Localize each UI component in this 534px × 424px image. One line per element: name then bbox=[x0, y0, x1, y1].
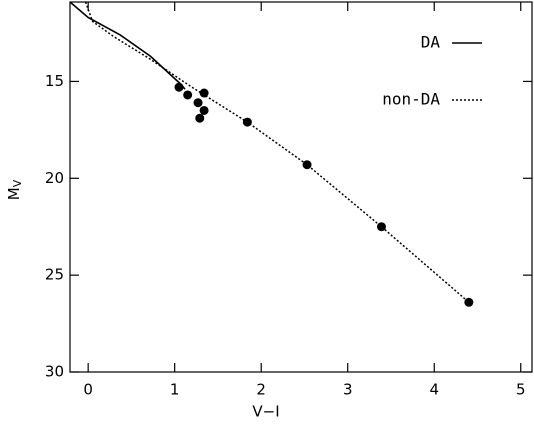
data-point bbox=[199, 105, 209, 115]
x-tick-label: 4 bbox=[429, 381, 439, 399]
x-tick-label: 2 bbox=[256, 381, 266, 399]
x-tick-label: 1 bbox=[170, 381, 180, 399]
data-point bbox=[195, 113, 205, 123]
y-label-subscript: V bbox=[11, 179, 24, 187]
plot-frame bbox=[69, 1, 533, 373]
y-label-main: M bbox=[5, 187, 23, 200]
data-point bbox=[183, 90, 193, 100]
x-tick-label: 5 bbox=[516, 381, 526, 399]
data-point bbox=[193, 98, 203, 108]
y-tick-label: 30 bbox=[45, 363, 64, 381]
series-line bbox=[84, 1, 470, 303]
x-tick-label: 0 bbox=[83, 381, 93, 399]
data-point bbox=[242, 117, 252, 127]
data-point bbox=[174, 82, 184, 92]
data-point bbox=[199, 88, 209, 98]
x-axis-label: V−I bbox=[252, 403, 279, 421]
y-tick-label: 25 bbox=[45, 266, 64, 284]
series-line bbox=[69, 1, 186, 90]
data-point bbox=[376, 222, 386, 232]
data-point bbox=[464, 297, 474, 307]
y-tick-label: 15 bbox=[45, 72, 64, 90]
legend-label: DA bbox=[421, 33, 441, 52]
y-tick-label: 20 bbox=[45, 169, 64, 187]
data-point bbox=[302, 160, 312, 170]
y-axis-label: MV bbox=[5, 179, 25, 200]
legend-label: non-DA bbox=[382, 90, 440, 109]
x-tick-label: 3 bbox=[343, 381, 353, 399]
